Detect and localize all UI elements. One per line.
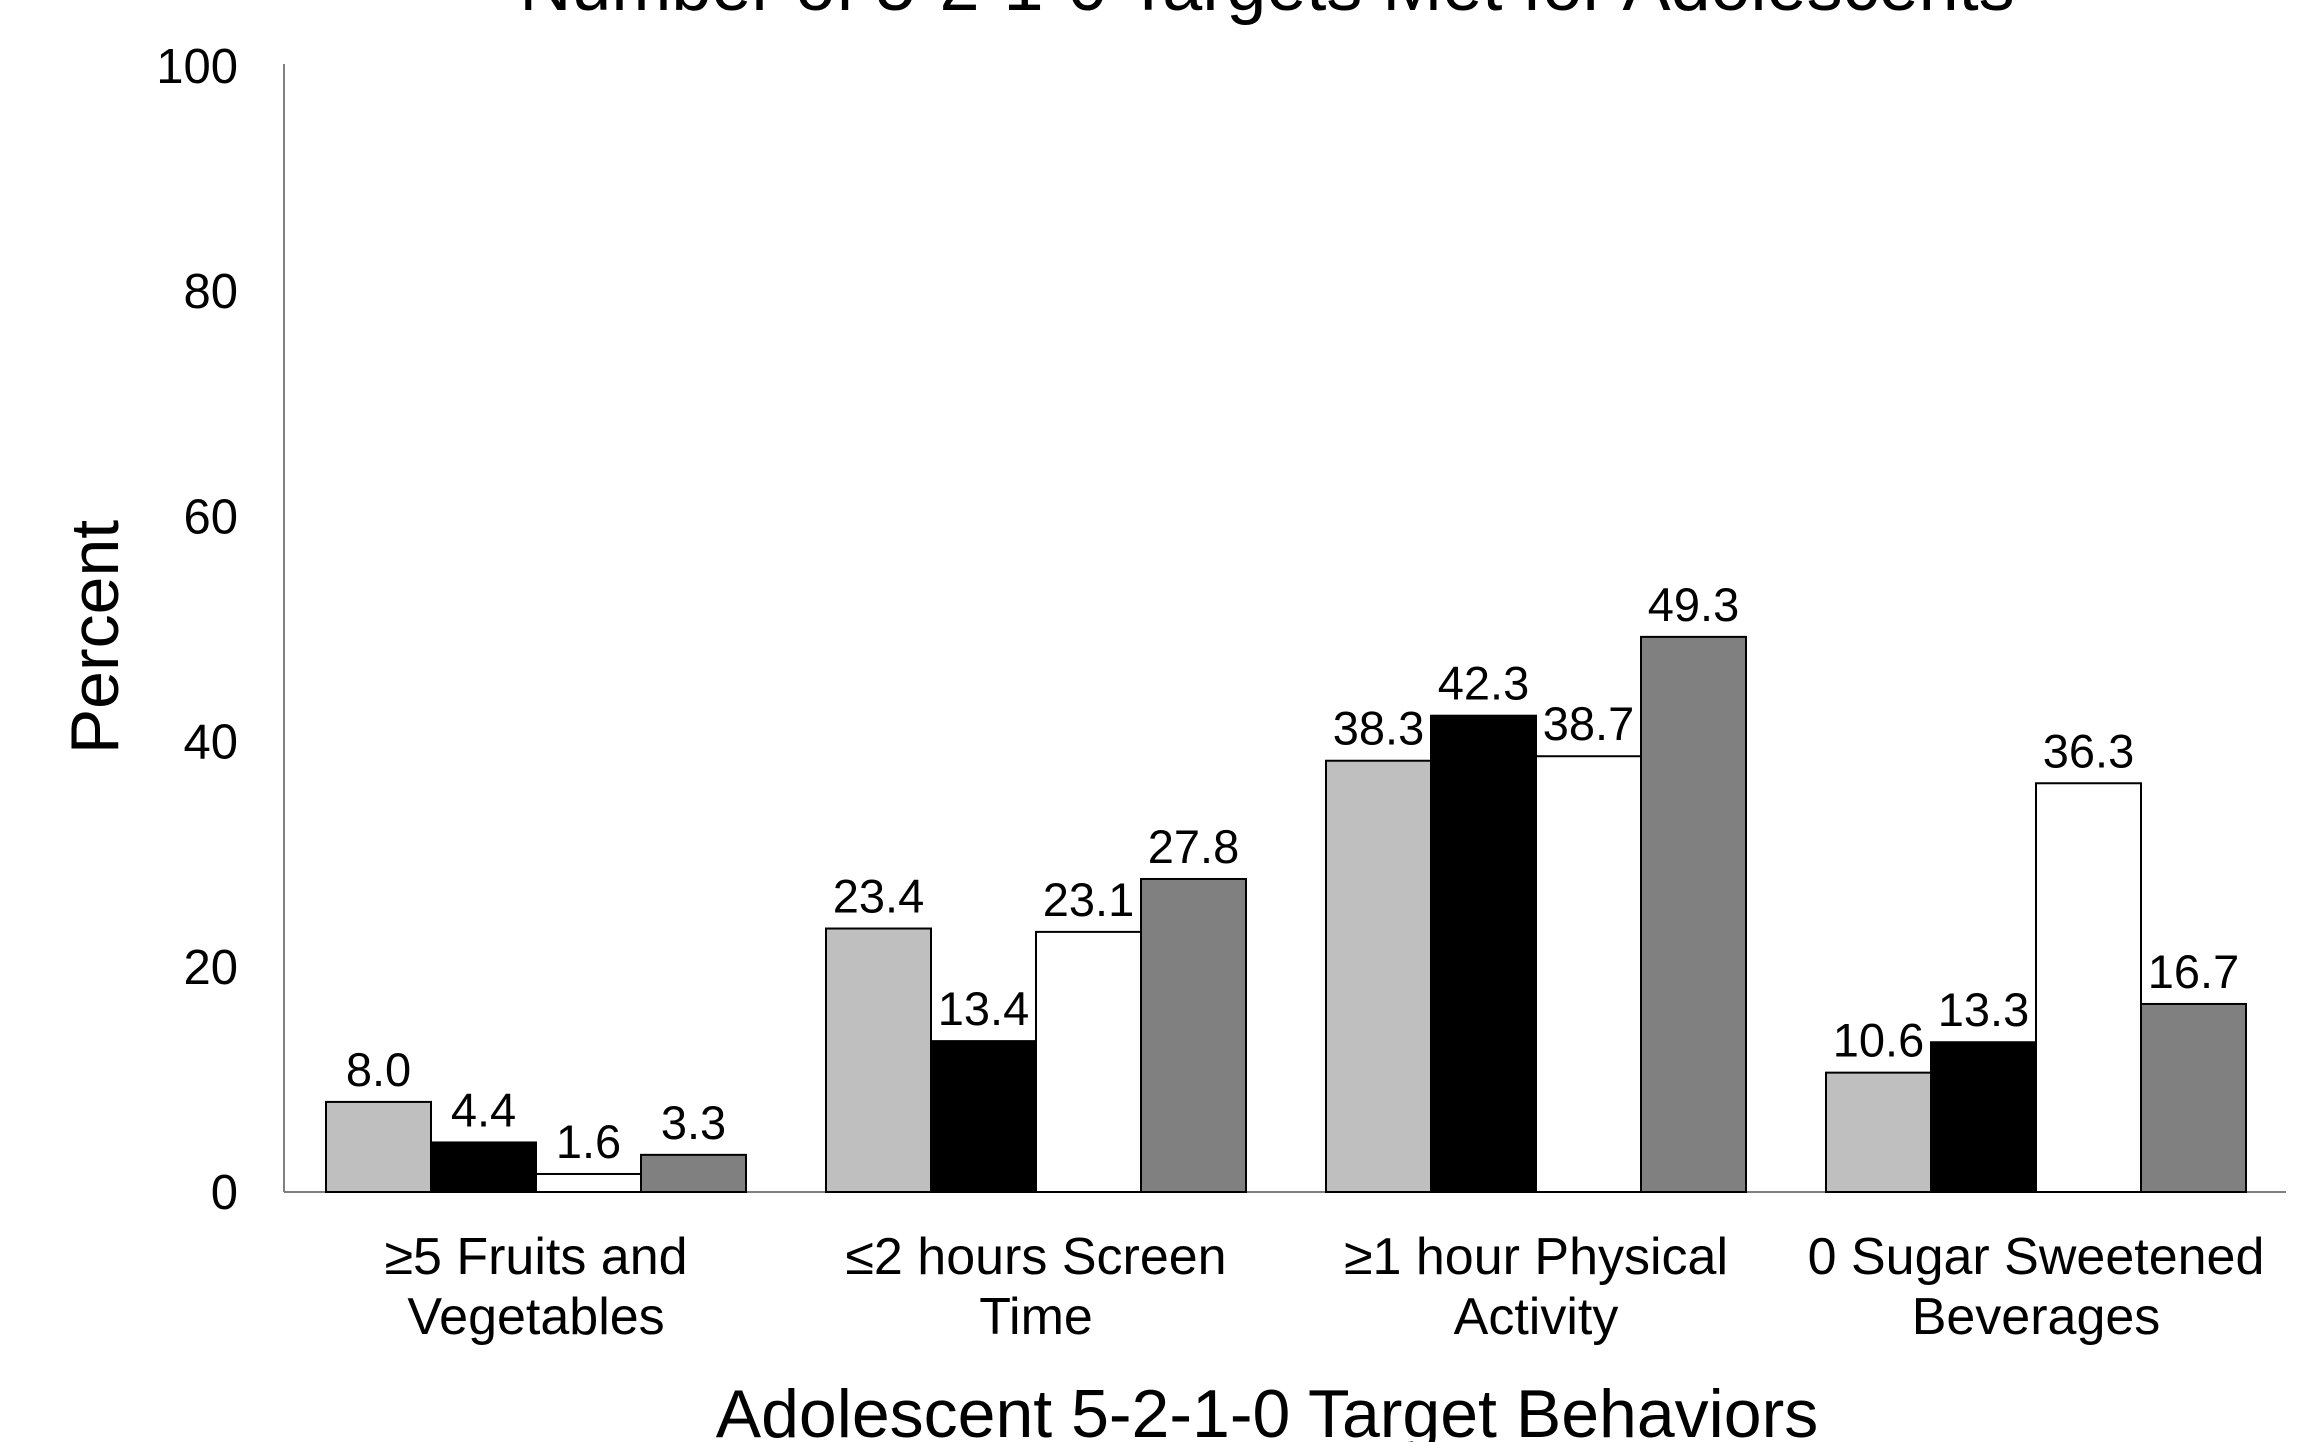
data-label: 36.3 [2043, 724, 2134, 777]
y-tick-label: 20 [183, 941, 238, 995]
data-label: 42.3 [1438, 657, 1529, 710]
y-tick-label: 80 [183, 265, 238, 319]
y-tick-label: 0 [211, 1166, 238, 1220]
bar [1535, 755, 1642, 1193]
x-tick-label: ≥5 Fruits and [384, 1228, 687, 1286]
data-label: 1.6 [556, 1115, 621, 1168]
bar [1930, 1041, 2037, 1193]
bar [1035, 930, 1142, 1193]
bar [930, 1040, 1037, 1193]
bar [640, 1153, 747, 1194]
data-label: 38.7 [1543, 697, 1634, 750]
y-tick-label: 60 [183, 490, 238, 544]
y-axis-label: Percent [57, 520, 133, 754]
bar [1325, 759, 1432, 1193]
x-tick-label: Beverages [1912, 1288, 2161, 1346]
data-label: 8.0 [346, 1043, 411, 1096]
data-label: 38.3 [1333, 702, 1424, 755]
data-label: 13.4 [938, 982, 1029, 1035]
data-label: 10.6 [1833, 1014, 1924, 1067]
x-tick-label: 0 Sugar Sweetened [1808, 1228, 2265, 1286]
bar [1140, 877, 1247, 1193]
x-tick-label: Time [979, 1288, 1093, 1346]
bar [1640, 635, 1747, 1193]
bar [430, 1141, 537, 1194]
data-label: 4.4 [451, 1083, 516, 1136]
bar [2140, 1002, 2247, 1194]
bar [2035, 782, 2142, 1194]
data-label: 49.3 [1648, 578, 1739, 631]
y-tick-label: 40 [183, 716, 238, 770]
bar [1825, 1071, 1932, 1194]
bar [325, 1100, 432, 1194]
chart-title: Number of 5-2-1-0 Targets Met for Adoles… [519, 0, 2014, 26]
data-label: 13.3 [1938, 983, 2029, 1036]
bar [1430, 714, 1537, 1194]
y-tick-label: 100 [156, 40, 238, 94]
x-tick-label: Vegetables [407, 1288, 664, 1346]
data-label: 16.7 [2148, 945, 2239, 998]
x-tick-label: ≥1 hour Physical [1344, 1228, 1728, 1286]
bar [825, 927, 932, 1193]
data-label: 23.4 [833, 870, 924, 923]
data-label: 3.3 [661, 1096, 726, 1149]
data-label: 23.1 [1043, 873, 1134, 926]
bar [535, 1172, 642, 1194]
data-label: 27.8 [1148, 820, 1239, 873]
x-tick-label: Activity [1454, 1288, 1619, 1346]
x-axis-label: Adolescent 5-2-1-0 Target Behaviors [716, 1376, 1818, 1442]
x-tick-label: ≤2 hours Screen [845, 1228, 1226, 1286]
